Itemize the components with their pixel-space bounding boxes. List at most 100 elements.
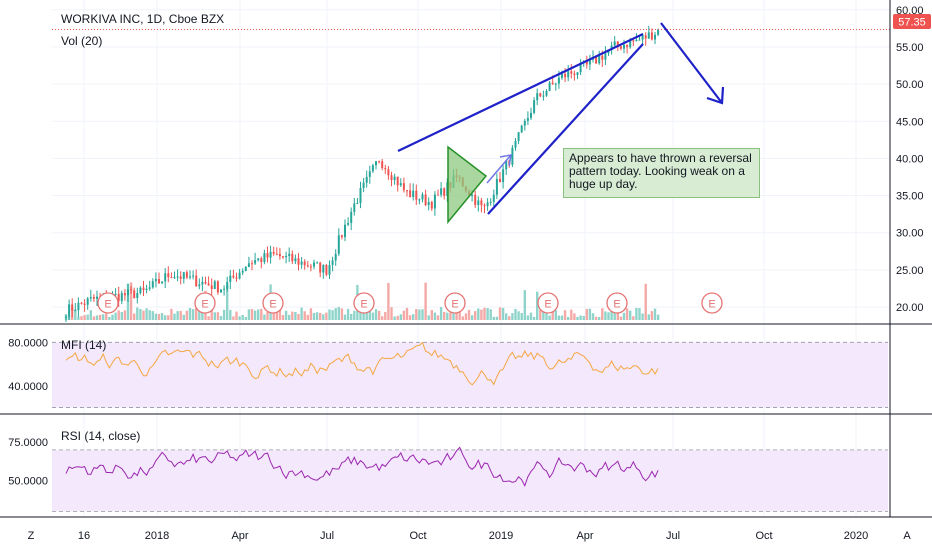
volume-bar (340, 308, 344, 320)
small-arrow-head (499, 154, 512, 167)
volume-bar (650, 311, 654, 320)
time-tick-label: 16 (78, 530, 90, 542)
auto-scale-button[interactable] (898, 526, 916, 544)
candle-body (539, 93, 542, 97)
volume-bar (235, 311, 238, 320)
volume-bar (263, 314, 266, 320)
earnings-marker (701, 292, 723, 314)
candle-body (433, 194, 436, 209)
candle-body (396, 176, 399, 186)
candle-body (210, 285, 213, 289)
volume-bar (387, 283, 390, 320)
volume-bar (548, 315, 551, 320)
candle-body (371, 165, 374, 172)
volume-bar (613, 308, 616, 320)
candle-body (489, 201, 492, 203)
price-tick-label: 30.00 (896, 228, 924, 240)
candle-body (471, 194, 474, 196)
earnings-marker (353, 292, 375, 314)
volume-bar (526, 315, 530, 320)
candle-body (282, 256, 284, 258)
volume-bar (368, 311, 371, 320)
candle-body (424, 194, 427, 206)
volume-bar (294, 312, 297, 320)
candle-body (260, 258, 263, 263)
volume-bar (501, 307, 505, 320)
volume-bar (170, 308, 173, 320)
candle-body (145, 288, 148, 291)
candle-body (623, 44, 625, 49)
candle-body (229, 275, 232, 282)
volume-bar (576, 316, 579, 320)
candle-body (495, 178, 498, 195)
volume-bar (415, 309, 418, 320)
candle-body (576, 72, 579, 75)
volume-bar (508, 316, 511, 320)
volume-bar (591, 313, 595, 320)
candle-body (278, 253, 281, 257)
candle-body (185, 272, 188, 278)
volume-bar (647, 314, 650, 320)
candle-body (520, 125, 523, 133)
candle-body (213, 281, 216, 289)
earnings-marker-label: E (613, 299, 620, 311)
candle-body (362, 182, 365, 188)
drawings[interactable] (397, 22, 725, 225)
volume-bar (629, 310, 632, 320)
volume-bar (284, 310, 288, 320)
candle-body (381, 161, 384, 169)
candle-body (657, 29, 660, 35)
bearish-arrow-head (706, 86, 725, 105)
candle-body (393, 176, 396, 181)
volume-bar (105, 307, 108, 320)
volume-bar (483, 307, 486, 320)
candle-body (368, 171, 371, 177)
candle-body (309, 266, 312, 268)
volume-bar (139, 309, 142, 320)
volume-bar (210, 307, 213, 320)
candle-body (607, 50, 610, 54)
volume-bar (474, 311, 477, 320)
volume-bars (64, 282, 660, 320)
candle-body (483, 205, 486, 207)
candle-body (130, 289, 133, 291)
volume-bar (241, 314, 244, 320)
candle-body (353, 203, 356, 212)
volume-bar (83, 315, 86, 320)
candle-body (266, 253, 269, 258)
candle-body (430, 201, 433, 209)
candle-body (548, 82, 551, 91)
volume-bar (102, 314, 105, 320)
small-arrow (486, 154, 512, 184)
candle-body (334, 253, 337, 261)
candle-body (251, 263, 253, 265)
price-tick-label: 25.00 (896, 265, 924, 277)
mfi-label: MFI (14) (61, 338, 106, 352)
volume-bar (449, 312, 452, 320)
volume-bar (207, 316, 210, 320)
candle-body (96, 296, 98, 299)
volume-bar (176, 311, 179, 320)
volume-bar (610, 310, 613, 320)
candle-body (139, 287, 142, 293)
earnings-marker-label: E (360, 299, 367, 311)
candle-body (198, 284, 201, 287)
candle-body (545, 90, 548, 96)
volume-bar (653, 308, 657, 320)
volume-bar (288, 314, 291, 320)
candle-body (328, 264, 331, 275)
earnings-marker (444, 292, 466, 314)
candle-body (356, 203, 359, 205)
volume-bar (443, 311, 446, 320)
candle-body (154, 279, 157, 282)
volume-bar (300, 307, 303, 320)
volume-bar (384, 311, 387, 320)
zoom-button[interactable] (22, 526, 40, 544)
bearish-arrow (660, 22, 723, 104)
candle-body (365, 176, 368, 183)
candle-body (247, 263, 250, 267)
time-tick-label: Jul (666, 530, 680, 542)
annotation-note[interactable]: Appears to have thrown a reversal patter… (563, 148, 760, 198)
